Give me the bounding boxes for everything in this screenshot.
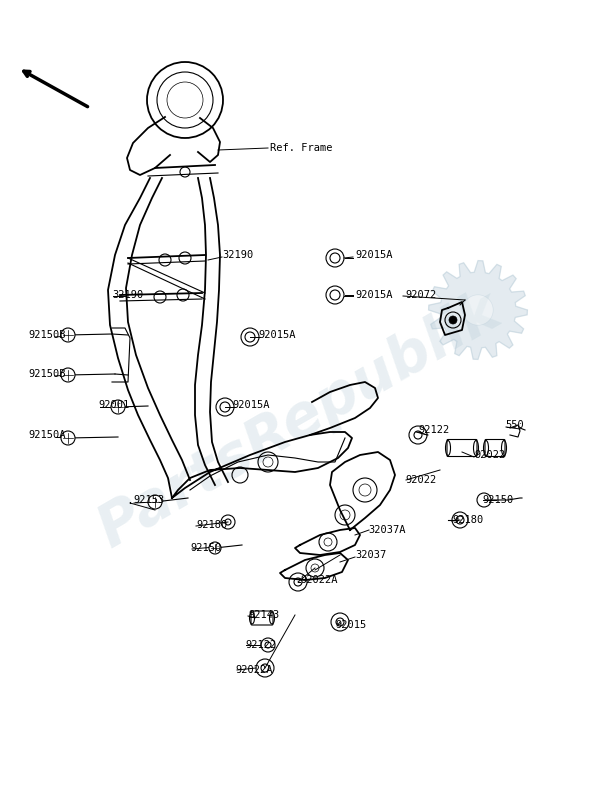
Text: PartsRepublik: PartsRepublik [89, 282, 511, 558]
Text: 32190: 32190 [222, 250, 253, 260]
Circle shape [61, 328, 75, 342]
Text: 92180: 92180 [196, 520, 227, 530]
Text: 92122: 92122 [418, 425, 449, 435]
Text: 32190: 32190 [112, 290, 143, 300]
Text: 92150B: 92150B [28, 330, 65, 340]
Circle shape [209, 542, 221, 554]
Circle shape [449, 316, 457, 324]
Text: 92122: 92122 [245, 640, 276, 650]
Text: 92180: 92180 [452, 515, 483, 525]
Text: 92150A: 92150A [28, 430, 65, 440]
Text: 32037: 32037 [355, 550, 386, 560]
Text: 92022: 92022 [474, 450, 505, 460]
Text: 92150: 92150 [190, 543, 221, 553]
Text: 92022A: 92022A [300, 575, 337, 585]
Text: 92015A: 92015A [258, 330, 296, 340]
Text: 92015: 92015 [335, 620, 366, 630]
Polygon shape [428, 261, 527, 359]
Circle shape [61, 368, 75, 382]
Text: 92022A: 92022A [235, 665, 272, 675]
Text: Ref. Frame: Ref. Frame [270, 143, 332, 153]
Text: 92015A: 92015A [232, 400, 269, 410]
Text: 92153: 92153 [133, 495, 164, 505]
Text: 92015A: 92015A [355, 250, 392, 260]
Circle shape [463, 294, 493, 325]
Circle shape [148, 495, 162, 509]
Text: 92001: 92001 [98, 400, 129, 410]
Text: 92015A: 92015A [355, 290, 392, 300]
Text: 92150: 92150 [482, 495, 513, 505]
Circle shape [111, 400, 125, 414]
Text: 550: 550 [505, 420, 524, 430]
Text: 92150B: 92150B [28, 369, 65, 379]
Text: 92143: 92143 [248, 610, 279, 620]
Circle shape [61, 431, 75, 445]
Text: 92072: 92072 [405, 290, 436, 300]
Text: 32037A: 32037A [368, 525, 406, 535]
Text: 92022: 92022 [405, 475, 436, 485]
